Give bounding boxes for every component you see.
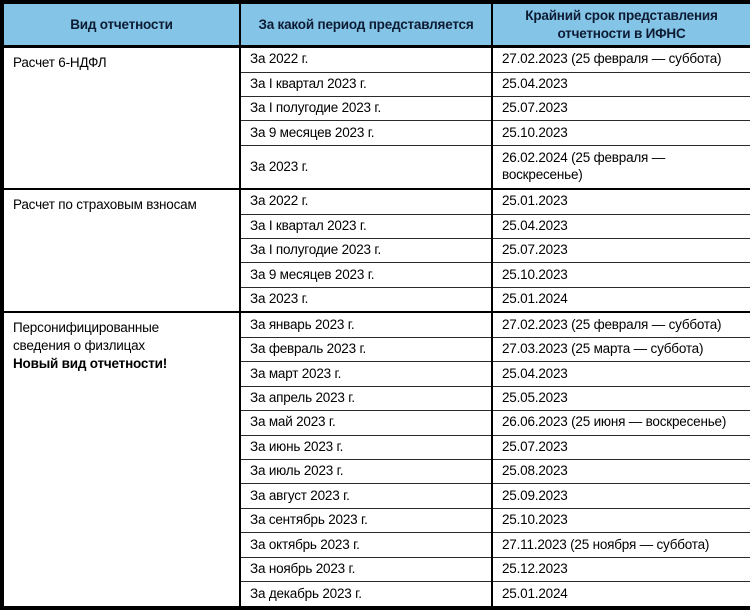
deadline-cell: 25.12.2023	[491, 556, 750, 582]
report-type-line: Расчет 6-НДФЛ	[13, 55, 107, 70]
report-type-note: Новый вид отчетности!	[13, 356, 168, 372]
period-cell: За I полугодие 2023 г.	[239, 95, 492, 121]
deadline-cell: 27.02.2023 (25 февраля — суббота)	[491, 45, 750, 73]
period-cell: За июль 2023 г.	[239, 458, 492, 484]
table-row: За июль 2023 г. 25.08.2023	[2, 458, 750, 484]
table-row: За ноябрь 2023 г. 25.12.2023	[2, 556, 750, 582]
deadline-cell: 26.02.2024 (25 февраля — воскресенье)	[491, 144, 750, 190]
deadline-cell: 25.01.2023	[491, 188, 750, 215]
period-cell: За I полугодие 2023 г.	[239, 238, 492, 263]
report-type-line: Расчет по страховым взносам	[13, 197, 197, 213]
period-cell: За 9 месяцев 2023 г.	[239, 120, 492, 146]
deadline-cell: 25.07.2023	[491, 434, 750, 460]
report-type-cell: Расчет по страховым взносам	[1, 188, 240, 313]
table-row: За октябрь 2023 г. 27.11.2023 (25 ноября …	[2, 532, 750, 558]
deadline-cell: 25.10.2023	[491, 120, 750, 146]
table-row: За I квартал 2023 г. 25.04.2023	[2, 71, 750, 97]
deadline-cell: 25.10.2023	[491, 262, 750, 288]
period-cell: За декабрь 2023 г.	[239, 581, 492, 608]
period-cell: За I квартал 2023 г.	[239, 71, 492, 97]
deadline-cell: 25.01.2024	[491, 286, 750, 313]
table-row: За апрель 2023 г. 25.05.2023	[2, 385, 750, 411]
period-cell: За март 2023 г.	[239, 361, 492, 387]
deadline-cell: 25.07.2023	[491, 238, 750, 263]
report-type-line: сведения о физлицах	[13, 338, 145, 354]
deadline-cell: 27.02.2023 (25 февраля — суббота)	[491, 311, 750, 338]
period-cell: За I квартал 2023 г.	[239, 213, 492, 239]
deadline-cell: 27.03.2023 (25 марта — суббота)	[491, 336, 750, 362]
period-cell: За ноябрь 2023 г.	[239, 556, 492, 582]
table-row: За июнь 2023 г. 25.07.2023	[2, 434, 750, 460]
deadline-cell: 25.04.2023	[491, 71, 750, 97]
period-cell: За сентябрь 2023 г.	[239, 507, 492, 533]
period-cell: За 2023 г.	[239, 286, 492, 313]
deadline-cell: 26.06.2023 (25 июня — воскресенье)	[491, 410, 750, 436]
table-header: Вид отчетности За какой период представл…	[1, 1, 750, 48]
deadline-cell: 27.11.2023 (25 ноября — суббота)	[491, 532, 750, 558]
table-body: Расчет 6-НДФЛ За 2022 г. 27.02.2023 (25 фе…	[1, 45, 750, 608]
period-cell: За август 2023 г.	[239, 483, 492, 509]
table-row: За 2023 г. 26.02.2024 (25 февраля — воскр…	[2, 144, 750, 190]
period-cell: За 2023 г.	[239, 144, 492, 190]
deadline-cell: 25.09.2023	[491, 483, 750, 509]
period-cell: За октябрь 2023 г.	[239, 532, 492, 558]
table-row: За февраль 2023 г. 27.03.2023 (25 марта —…	[2, 336, 750, 362]
report-type-cell: Персонифицированные сведения о физлицах Но…	[1, 311, 240, 608]
table-row: Расчет 6-НДФЛ За 2022 г. 27.02.2023 (25 фе…	[1, 45, 750, 190]
period-cell: За февраль 2023 г.	[239, 336, 492, 362]
table-row: За I полугодие 2023 г. 25.07.2023	[2, 238, 750, 263]
period-cell: За 2022 г.	[239, 188, 492, 215]
table-row: За декабрь 2023 г. 25.01.2024	[2, 581, 750, 608]
period-cell: За январь 2023 г.	[239, 311, 492, 338]
period-cell: За 9 месяцев 2023 г.	[239, 262, 492, 288]
table-row: За 2023 г. 25.01.2024	[2, 286, 750, 313]
deadline-cell: 25.04.2023	[491, 213, 750, 239]
deadline-cell: 25.07.2023	[491, 95, 750, 121]
table-row: За I полугодие 2023 г. 25.07.2023	[2, 95, 750, 121]
deadline-cell: 25.01.2024	[491, 581, 750, 608]
period-cell: За апрель 2023 г.	[239, 385, 492, 411]
column-header-period: За какой период представляется	[239, 1, 493, 48]
table-row: За март 2023 г. 25.04.2023	[2, 361, 750, 387]
report-type-line: Персонифицированные	[13, 320, 159, 336]
deadline-cell: 25.10.2023	[491, 507, 750, 533]
table-row: За 9 месяцев 2023 г. 25.10.2023	[2, 262, 750, 288]
table-row: За август 2023 г. 25.09.2023	[2, 483, 750, 509]
header-row: Вид отчетности За какой период представл…	[1, 1, 750, 48]
table-row: За сентябрь 2023 г. 25.10.2023	[2, 507, 750, 533]
period-cell: За май 2023 г.	[239, 410, 492, 436]
table-row: За 9 месяцев 2023 г. 25.10.2023	[2, 120, 750, 146]
table-row: Расчет по страховым взносам За 2022 г. 25.…	[1, 188, 750, 313]
period-cell: За июнь 2023 г.	[239, 434, 492, 460]
report-type-cell: Расчет 6-НДФЛ	[1, 45, 240, 190]
deadline-cell: 25.04.2023	[491, 361, 750, 387]
column-header-deadline: Крайний срок представления отчетности в …	[491, 1, 750, 48]
table-row: За май 2023 г. 26.06.2023 (25 июня — воск…	[2, 410, 750, 436]
table-row: Персонифицированные сведения о физлицах Но…	[1, 311, 750, 608]
deadline-cell: 25.05.2023	[491, 385, 750, 411]
column-header-report-type: Вид отчетности	[1, 1, 241, 48]
deadline-cell: 25.08.2023	[491, 458, 750, 484]
table-row: За I квартал 2023 г. 25.04.2023	[2, 213, 750, 239]
period-cell: За 2022 г.	[239, 45, 492, 73]
